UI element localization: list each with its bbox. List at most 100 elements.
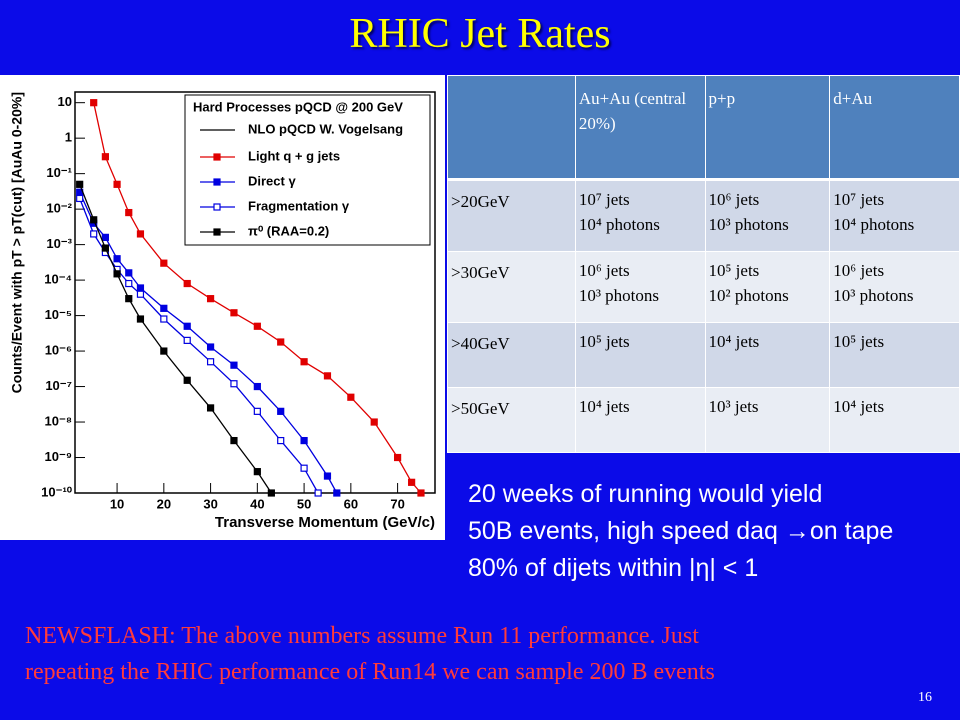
cell-line: >20GeV (451, 192, 510, 211)
data-point (408, 478, 416, 486)
table-cell: 10⁵ jets (829, 322, 960, 388)
x-tick-label: 20 (157, 496, 171, 511)
series-line (93, 102, 422, 494)
data-point (300, 436, 308, 445)
cell-line: 10⁴ jets (833, 397, 885, 416)
data-point (183, 336, 191, 344)
data-point (206, 343, 215, 351)
y-tick-label: 10⁻⁴ (44, 272, 72, 287)
table-cell: 10⁵ jets 10² photons (704, 251, 831, 323)
cell-line: 10⁴ jets (578, 397, 630, 416)
table-header-row: Au+Au (central 20%) p+p d+Au (447, 75, 960, 181)
table-cell: 10⁴ jets (574, 387, 706, 453)
x-tick-label: 50 (297, 496, 311, 511)
table-row: >30GeV 10⁶ jets 10³ photons 10⁵ jets 10² pho… (447, 251, 960, 323)
bullet: 20 weeks of running would yield (468, 480, 823, 508)
data-point (253, 322, 261, 330)
data-point (323, 472, 332, 480)
data-point (101, 153, 109, 161)
header-text: d+Au (833, 89, 873, 108)
data-point (230, 380, 238, 388)
newsflash-line: repeating the RHIC performance of Run14 … (25, 659, 715, 685)
data-point (300, 464, 308, 472)
data-point (90, 99, 98, 107)
table-cell: 10⁴ jets (704, 322, 831, 388)
page-number: 16 (918, 690, 932, 705)
header-cell: d+Au (829, 75, 960, 181)
slide-title: RHIC Jet Rates (349, 11, 611, 57)
table-cell: >40GeV (447, 322, 576, 388)
table-cell: 10⁷ jets 10⁴ photons (574, 179, 706, 252)
data-point (125, 208, 133, 217)
newsflash-line: NEWSFLASH: The above numbers assume Run … (25, 623, 699, 649)
cell-line: >50GeV (451, 399, 510, 418)
data-point (230, 361, 238, 369)
cell-line: 10³ photons (708, 215, 789, 234)
legend-box (184, 94, 431, 246)
data-point (125, 269, 133, 277)
data-point (417, 489, 425, 497)
data-point (277, 407, 285, 415)
cell-line: 10³ jets (708, 397, 759, 416)
legend-subtitle: NLO pQCD W. Vogelsang (248, 121, 403, 136)
data-point (76, 194, 84, 203)
data-point (125, 279, 133, 288)
x-tick-label: 30 (203, 496, 217, 511)
data-point (393, 453, 402, 462)
data-point (370, 418, 378, 426)
y-axis-label: Counts/Event with pT > pT(cut) [AuAu 0-2… (9, 92, 25, 393)
cell-line: >40GeV (451, 334, 510, 353)
bullet: 50B events, high speed daq →on tape (468, 517, 894, 545)
legend-marker (213, 153, 221, 161)
table-cell: 10⁶ jets 10³ photons (574, 251, 706, 323)
table-cell: >20GeV (447, 179, 576, 252)
data-point (253, 468, 261, 476)
header-text: p+p (708, 89, 736, 108)
data-point (160, 315, 168, 323)
y-tick-label: 10⁻¹ (46, 165, 72, 180)
table-row: >50GeV 10⁴ jets 10³ jets 10⁴ jets (447, 387, 960, 453)
cell-line: 10⁵ jets (578, 332, 630, 351)
data-point (160, 347, 168, 355)
data-point (90, 230, 98, 238)
data-point (76, 180, 84, 188)
table-cell: 10⁷ jets 10⁴ photons (829, 179, 960, 252)
data-point (347, 393, 355, 401)
cell-line: 10⁶ jets (833, 261, 885, 280)
cell-line: 10⁵ jets (833, 332, 885, 351)
data-point (323, 372, 332, 380)
data-point (125, 295, 133, 303)
table-cell: 10³ jets (704, 387, 831, 453)
cell-line: 10⁵ jets (708, 261, 760, 280)
data-point (183, 279, 191, 288)
data-point (333, 489, 341, 497)
header-cell: Au+Au (central 20%) (574, 75, 706, 181)
y-tick-label: 10 (58, 94, 72, 109)
data-point (160, 304, 168, 312)
y-tick-label: 10⁻⁹ (45, 449, 73, 464)
y-tick-label: 10⁻⁶ (45, 343, 72, 358)
data-point (277, 436, 285, 445)
newsflash: NEWSFLASH: The above numbers assume Run … (25, 618, 715, 690)
x-tick-label: 10 (110, 496, 124, 511)
data-point (183, 322, 191, 330)
table-cell: 10⁶ jets 10³ photons (704, 179, 831, 252)
x-tick-label: 60 (344, 496, 358, 511)
data-point (136, 315, 145, 323)
data-point (136, 284, 145, 292)
legend-label: Direct γ (248, 173, 296, 188)
data-point (113, 270, 121, 278)
legend-marker (213, 178, 221, 186)
data-point (230, 436, 238, 445)
cell-line: 10³ photons (578, 286, 659, 305)
table-cell: >30GeV (447, 251, 576, 323)
y-tick-label: 10⁻³ (46, 236, 72, 251)
data-point (160, 259, 168, 267)
header-text: Au+Au (central 20%) (578, 89, 687, 133)
legend-label: Fragmentation γ (248, 198, 350, 213)
legend-title: Hard Processes pQCD @ 200 GeV (193, 99, 403, 114)
bullet: 80% of dijets within |η| < 1 (468, 554, 759, 582)
cell-line: 10⁴ jets (708, 332, 760, 351)
x-tick-label: 40 (250, 496, 264, 511)
